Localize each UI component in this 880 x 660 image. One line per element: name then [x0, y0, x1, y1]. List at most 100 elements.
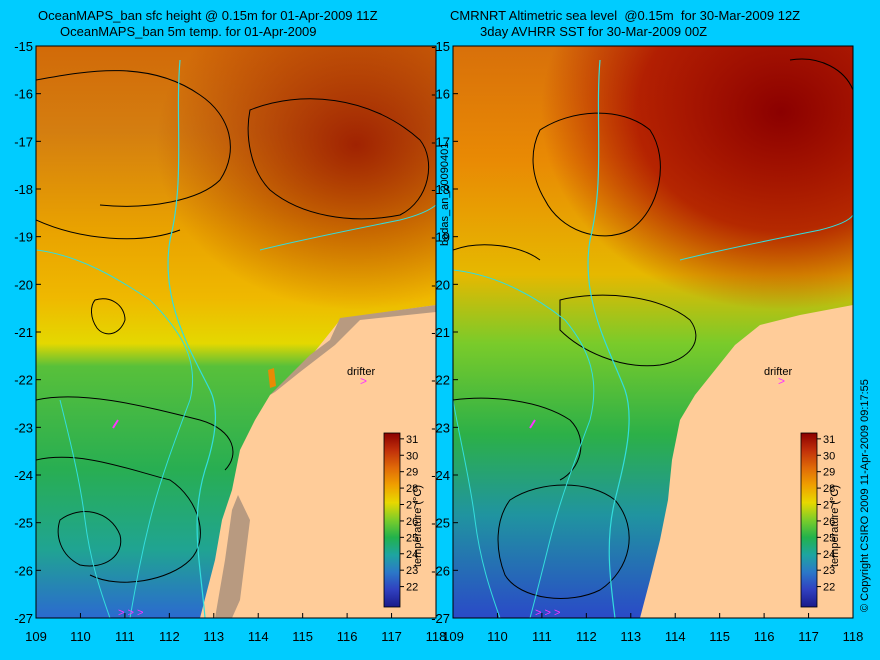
left-contour: [36, 70, 231, 240]
right-x-tick-label: 113: [620, 629, 641, 644]
colorbar-tick-label: 27: [823, 500, 835, 512]
left-y-tick-label: -26: [14, 563, 33, 578]
left-drifter-markers: drifter > > > >: [112, 366, 375, 619]
right-bathymetry: [587, 59, 630, 618]
left-colorbar-ticks: 31 30 29 28 27 26 25 24 23 22: [400, 434, 418, 594]
right-drifter-label: drifter: [764, 366, 792, 378]
colorbar-tick-label: 31: [406, 434, 418, 446]
left-y-tick-label: -15: [14, 39, 33, 54]
right-y-tick-label: -20: [431, 277, 450, 292]
left-drifter-arrow: >: [360, 374, 367, 388]
left-colorbar-label: temperature (°C): [412, 485, 424, 567]
right-y-tick-label: -16: [431, 87, 450, 102]
left-bathymetry: [167, 59, 217, 618]
right-y-tick-label: -27: [431, 611, 450, 626]
right-x-tick-label: 112: [576, 629, 597, 644]
right-y-tick-label: -19: [431, 230, 450, 245]
colorbar-tick-label: 28: [823, 483, 835, 495]
left-x-axis-labels: 109 110 111 112 113 114 115 116 117 118: [25, 613, 446, 644]
left-title-line2: OceanMAPS_ban 5m temp. for 01-Apr-2009: [60, 24, 317, 39]
left-y-tick-label: -27: [14, 611, 33, 626]
svg-text:> > >: > > >: [535, 607, 560, 619]
right-x-tick-label: 118: [843, 629, 864, 644]
run-id-label: bodas_an_20090401: [439, 142, 451, 246]
left-drifter-label: drifter: [347, 366, 375, 378]
colorbar-tick-label: 26: [823, 516, 835, 528]
left-coastal-mask: [215, 495, 250, 618]
left-map-panel: [36, 46, 436, 618]
right-title-line1: CMRNRT Altimetric sea level @0.15m for 3…: [450, 8, 801, 23]
colorbar-tick-label: 23: [823, 565, 835, 577]
right-y-tick-label: -18: [431, 182, 450, 197]
right-drifter-markers: drifter > > > >: [529, 366, 792, 619]
left-y-tick-label: -25: [14, 516, 33, 531]
left-y-tick-label: -19: [14, 230, 33, 245]
left-colorbar: 31 30 29 28 27 26 25 24 23 22 temperature (°C): [383, 432, 424, 608]
right-x-tick-label: 116: [754, 629, 775, 644]
right-y-tick-label: -26: [431, 563, 450, 578]
colorbar-tick-label: 25: [823, 532, 835, 544]
right-x-tick-label: 109: [442, 629, 464, 644]
left-x-tick-label: 110: [70, 629, 91, 644]
colorbar-tick-label: 27: [406, 500, 418, 512]
left-x-tick-label: 109: [25, 629, 47, 644]
left-y-axis-labels: -15 -16 -17 -18 -19 -20 -21 -22 -23 -24 -25 -26 -27: [14, 39, 41, 626]
left-y-tick-label: -24: [14, 468, 33, 483]
left-y-tick-label: -21: [14, 325, 33, 340]
colorbar-tick-label: 26: [406, 516, 418, 528]
left-x-tick-label: 118: [426, 629, 447, 644]
left-y-tick-label: -20: [14, 277, 33, 292]
left-x-tick-label: 115: [292, 629, 313, 644]
right-x-tick-label: 114: [665, 629, 686, 644]
right-title-line2: 3day AVHRR SST for 30-Mar-2009 00Z: [480, 24, 708, 39]
right-colorbar-ticks: 31 30 29 28 27 26 25 24 23 22: [817, 434, 835, 594]
colorbar-tick-label: 30: [823, 450, 835, 462]
left-x-tick-label: 113: [203, 629, 224, 644]
left-land: [200, 305, 436, 618]
colorbar-tick-label: 24: [823, 549, 835, 561]
right-y-tick-label: -24: [431, 468, 450, 483]
left-x-tick-label: 114: [248, 629, 269, 644]
left-x-tick-label: 117: [381, 629, 402, 644]
right-drifter-arrow: >: [778, 374, 785, 388]
left-y-tick-label: -17: [14, 134, 33, 149]
right-y-tick-label: -25: [431, 516, 450, 531]
right-x-axis-labels: 109 110 111 112 113 114 115 116 117 118: [442, 613, 863, 644]
right-land: [640, 305, 853, 618]
left-y-tick-label: -18: [14, 182, 33, 197]
right-y-tick-label: -17: [431, 134, 450, 149]
right-x-tick-label: 111: [532, 629, 552, 644]
right-map-panel: [453, 46, 853, 618]
colorbar-tick-label: 29: [823, 467, 835, 479]
left-y-tick-label: -23: [14, 420, 33, 435]
right-colorbar-label: temperature (°C): [829, 485, 841, 567]
colorbar-tick-label: 24: [406, 549, 418, 561]
right-x-tick-label: 110: [487, 629, 508, 644]
right-y-axis-labels: -15 -16 -17 -18 -19 -20 -21 -22 -23 -24 -25 -26 -27: [431, 39, 458, 626]
left-x-tick-label: 111: [115, 629, 135, 644]
right-y-tick-label: -23: [431, 420, 450, 435]
colorbar-tick-label: 29: [406, 467, 418, 479]
right-contour: [532, 112, 661, 237]
right-x-tick-label: 117: [798, 629, 819, 644]
right-y-tick-label: -22: [431, 373, 450, 388]
colorbar-tick-label: 23: [406, 565, 418, 577]
colorbar-tick-label: 28: [406, 483, 418, 495]
right-colorbar: 31 30 29 28 27 26 25 24 23 22 temperature (°C): [800, 432, 841, 608]
colorbar-tick-label: 22: [823, 582, 835, 594]
colorbar-tick-label: 31: [823, 434, 835, 446]
left-y-tick-label: -22: [14, 373, 33, 388]
right-x-tick-label: 115: [709, 629, 730, 644]
svg-text:> > >: > > >: [118, 607, 143, 619]
left-x-tick-label: 112: [159, 629, 180, 644]
left-y-tick-label: -16: [14, 87, 33, 102]
right-y-tick-label: -15: [431, 39, 450, 54]
left-title-line1: OceanMAPS_ban sfc height @ 0.15m for 01-…: [38, 8, 378, 23]
colorbar-tick-label: 22: [406, 582, 418, 594]
copyright-label: © Copyright CSIRO 2009 11-Apr-2009 09:17…: [859, 379, 871, 612]
colorbar-tick-label: 30: [406, 450, 418, 462]
left-x-tick-label: 116: [337, 629, 358, 644]
colorbar-tick-label: 25: [406, 532, 418, 544]
right-y-tick-label: -21: [431, 325, 450, 340]
